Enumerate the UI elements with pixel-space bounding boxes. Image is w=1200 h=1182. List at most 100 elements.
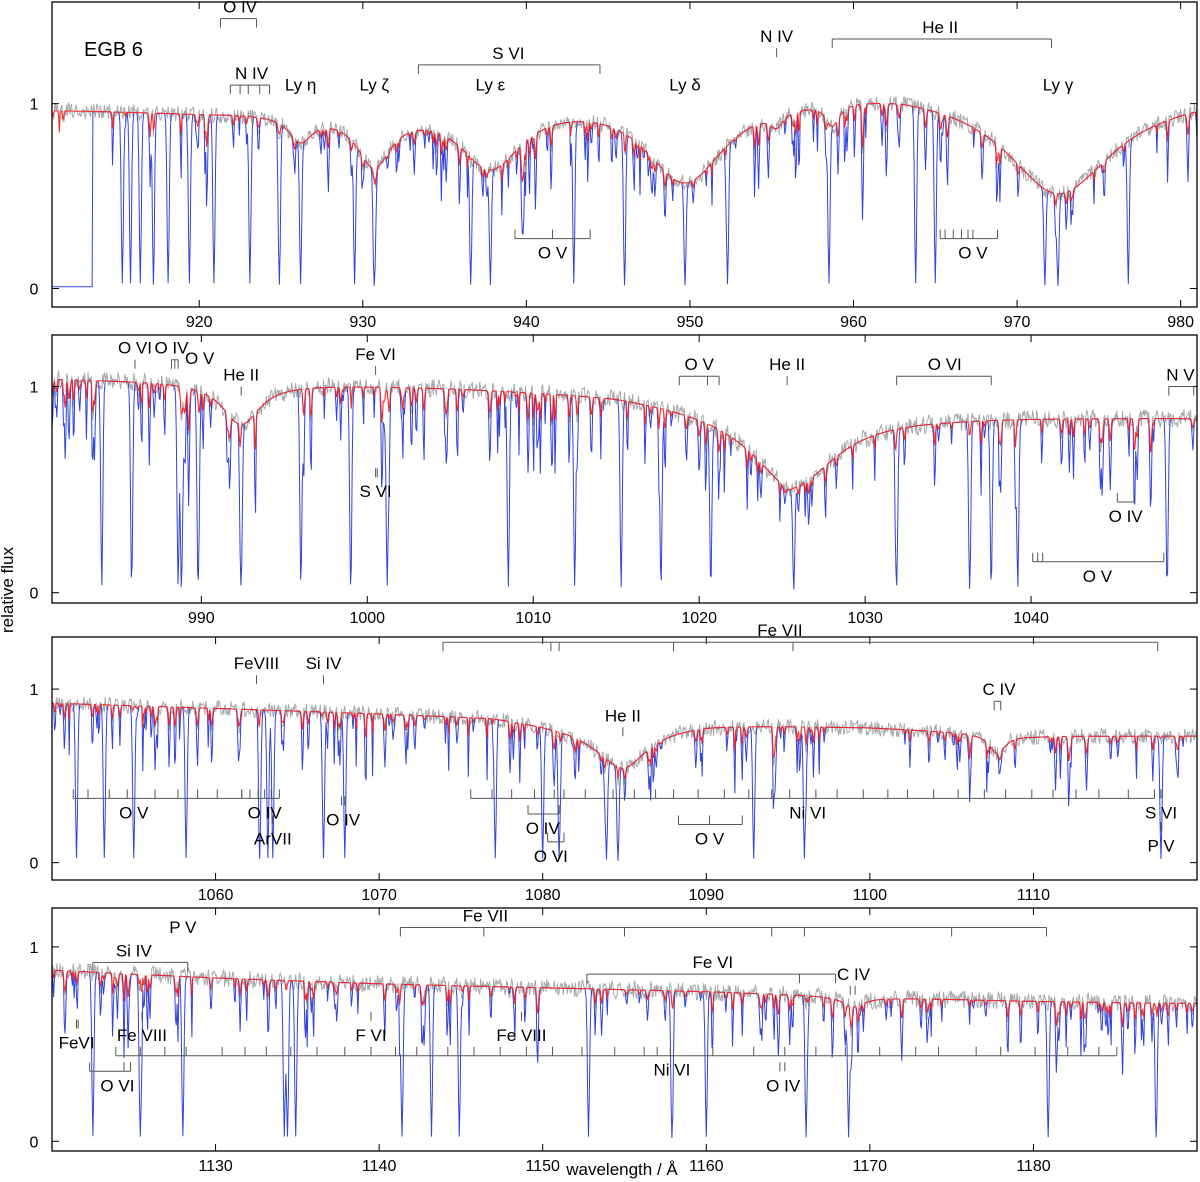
line-id-label: O VI [534,847,568,866]
observed-spectrum [52,96,1197,210]
line-id-label: N IV [235,64,269,83]
line-id-label: O V [958,244,988,263]
line-id-annotation: O V [185,349,215,368]
y-tick-label: 0 [30,282,39,299]
x-tick-label: 1020 [681,610,717,627]
line-id-label: O IV [526,819,561,838]
x-tick-label: 950 [677,314,704,331]
line-id-annotation: Si IV [306,654,343,685]
stellar-model [52,103,1197,206]
x-tick-label: 1070 [361,887,397,904]
x-tick-label: 1080 [525,887,561,904]
line-id-annotation: Fe VIII [117,1011,167,1045]
line-id-label: FeVIII [234,654,279,673]
line-id-label: F VI [355,1026,386,1045]
line-id-annotation: O V [677,815,743,848]
line-id-annotation: O IV [1109,492,1144,526]
line-id-annotation: C IV [837,965,871,995]
line-id-label: O IV [766,1076,801,1095]
y-axis-title: relative flux [0,547,17,633]
line-id-label: O V [1083,567,1113,586]
line-id-label: Fe VI [693,953,734,972]
x-tick-label: 930 [349,314,376,331]
line-id-annotation: He II [831,18,1052,48]
line-id-label: O IV [326,810,361,829]
line-id-label: Fe VIII [117,1026,167,1045]
x-tick-label: 970 [1004,314,1031,331]
x-tick-label: 1170 [853,1158,888,1175]
y-tick-label: 1 [30,380,39,397]
stellar-model [52,969,1197,1028]
line-id-label: O V [685,355,715,374]
line-id-annotation: Ly ε [476,75,506,94]
line-id-label: Ly γ [1043,75,1074,94]
object-label: EGB 6 [84,39,143,61]
line-id-label: Si IV [306,654,343,673]
line-id-label: ArVII [254,829,292,848]
line-id-annotation: Fe VI [355,345,396,375]
line-id-annotation: Fe VII [399,906,1048,937]
model-with-ism [52,103,1197,288]
x-tick-label: 990 [188,610,215,627]
stellar-model [52,379,1197,495]
line-id-annotation: O V [678,355,720,386]
line-id-annotation: C IV [983,680,1017,711]
line-id-annotation: S VI [417,44,601,74]
line-id-annotation: Ly ζ [359,75,389,94]
line-id-annotation: P V [169,918,197,937]
line-id-label: C IV [983,680,1017,699]
line-id-label: S VI [360,482,392,501]
line-id-annotation: S VI [1145,789,1177,822]
line-id-label: N V [1166,366,1195,385]
line-id-label: O V [119,803,149,822]
line-id-annotation: O IV [526,805,561,838]
y-tick-label: 1 [30,97,39,114]
line-id-annotation: N IV [760,27,794,58]
observed-spectrum [52,696,1197,786]
y-tick-label: 0 [30,1134,39,1151]
line-id-label: O IV [1109,507,1144,526]
x-tick-label: 1030 [847,610,883,627]
line-id-annotation: He II [769,355,805,386]
line-id-label: Ly δ [669,75,701,94]
line-id-annotation: Ly η [285,75,317,94]
x-axis-title: wavelength / Å [565,1160,678,1179]
line-id-annotation: O V [514,229,591,263]
x-tick-label: 1040 [1013,610,1049,627]
y-tick-label: 0 [30,586,39,603]
x-tick-label: 980 [1167,314,1194,331]
line-id-label: Ni VI [654,1061,691,1080]
line-id-label: N IV [760,27,794,46]
panel-1: 920 930 940 950 960 970 980 0 1 O IV N IV Ly η Ly ζ S… [30,0,1198,331]
x-tick-label: 1140 [362,1158,397,1175]
line-id-label: O V [185,349,215,368]
y-tick-label: 1 [30,940,39,957]
line-id-label: O IV [248,803,283,822]
x-tick-label: 920 [186,314,213,331]
line-id-label: Fe VIII [496,1026,546,1045]
y-tick-label: 1 [30,682,39,699]
line-id-label: C IV [837,965,871,984]
line-id-label: Fe VI [355,345,396,364]
line-id-label: O IV [154,339,189,358]
y-tick-label: 0 [30,856,39,873]
line-id-label: Ni VI [789,803,826,822]
line-id-annotation: O IV [241,789,283,822]
x-tick-label: 1160 [689,1158,724,1175]
line-id-label: O VI [118,339,152,358]
x-tick-label: 1130 [198,1158,233,1175]
line-id-label: FeVI [59,1034,95,1053]
line-id-annotation: O V [939,229,998,263]
line-id-annotation: O VI [89,1062,134,1095]
line-id-annotation: FeVI [59,1019,95,1053]
line-id-annotation: Fe VI [586,953,837,984]
line-id-label: O VI [100,1076,134,1095]
stellar-model [52,702,1197,781]
line-id-annotation: He II [223,366,259,396]
line-id-annotation: O IV [766,1062,801,1095]
line-id-annotation: P V [1147,822,1175,855]
panel-frame [51,636,1198,881]
line-id-label: O VI [928,355,962,374]
line-id-annotation: N V [1166,366,1195,396]
